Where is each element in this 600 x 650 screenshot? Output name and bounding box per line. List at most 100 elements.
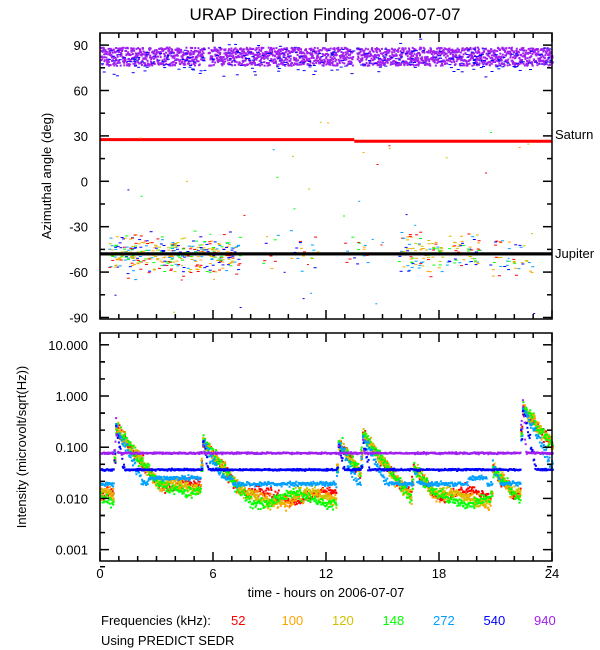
data-point [326,495,329,498]
data-point [491,54,493,57]
data-point [106,486,109,489]
data-point [465,488,468,491]
data-point [286,53,289,56]
data-point [278,501,281,503]
data-point [430,494,433,497]
data-point [473,62,477,64]
data-point [136,257,139,259]
data-point [133,444,136,447]
data-point [247,48,250,51]
data-point [230,249,234,251]
data-point [142,50,145,53]
data-point [499,265,503,267]
data-point [333,48,336,51]
data-point [285,47,288,50]
data-point [245,58,248,59]
data-point [297,500,299,502]
data-point [299,55,302,58]
data-point [216,51,219,54]
data-point [233,476,236,479]
data-point [363,64,366,66]
data-point [538,60,541,63]
data-point [107,60,110,63]
data-point [268,64,271,67]
data-point [477,242,481,244]
data-point [457,56,460,59]
data-point [125,246,129,248]
data-point [400,250,404,252]
data-point [392,473,395,476]
data-point [378,54,380,57]
data-point [124,60,127,63]
data-point [345,53,347,56]
data-point [417,243,421,245]
data-point [169,261,173,263]
data-point [423,51,426,54]
data-point [176,242,180,244]
data-point [453,258,457,260]
data-point [189,46,192,49]
data-point [506,50,509,53]
data-point [425,51,428,54]
data-point [263,494,266,497]
data-point [115,59,118,62]
data-point [413,48,416,50]
data-point [187,60,191,62]
data-point [494,54,498,56]
data-point [110,245,114,247]
data-point [463,59,466,62]
data-point [379,52,382,55]
data-point [236,245,240,247]
data-point [266,53,270,54]
data-point [411,257,415,259]
data-point [185,481,188,484]
data-point [165,51,168,54]
data-point [294,486,297,489]
data-point [332,504,334,506]
data-point [136,262,140,264]
data-point [283,271,286,273]
data-point [295,62,298,65]
data-point [366,55,369,58]
data-point [105,50,107,53]
data-point [367,55,370,58]
data-point [238,56,241,58]
data-point [120,237,124,238]
data-point [237,54,240,57]
data-point [211,248,215,249]
data-point [352,56,355,58]
data-point [127,63,130,65]
data-point [155,52,158,55]
data-point [474,49,477,52]
data-point [287,62,290,65]
data-point [385,52,388,55]
data-point [350,458,353,461]
data-point [367,48,370,51]
data-point [438,501,441,504]
data-point [537,431,540,433]
data-point [460,265,463,267]
data-point [102,498,105,501]
data-point [428,58,431,61]
data-point [228,64,232,66]
data-point [256,489,259,492]
data-point [131,255,135,257]
data-point [231,257,235,259]
data-point [200,457,203,460]
data-point [425,485,428,488]
data-point [402,60,405,63]
data-point [388,49,391,52]
data-point [351,58,354,61]
data-point [470,488,473,491]
data-point [196,250,200,252]
data-point [451,48,454,51]
data-point [114,51,117,54]
data-point [293,495,295,498]
data-point [533,50,536,53]
data-point [180,480,182,482]
data-point [374,56,377,58]
data-point [420,61,423,64]
data-point [281,48,284,51]
data-point [102,495,105,498]
data-point [345,47,348,50]
